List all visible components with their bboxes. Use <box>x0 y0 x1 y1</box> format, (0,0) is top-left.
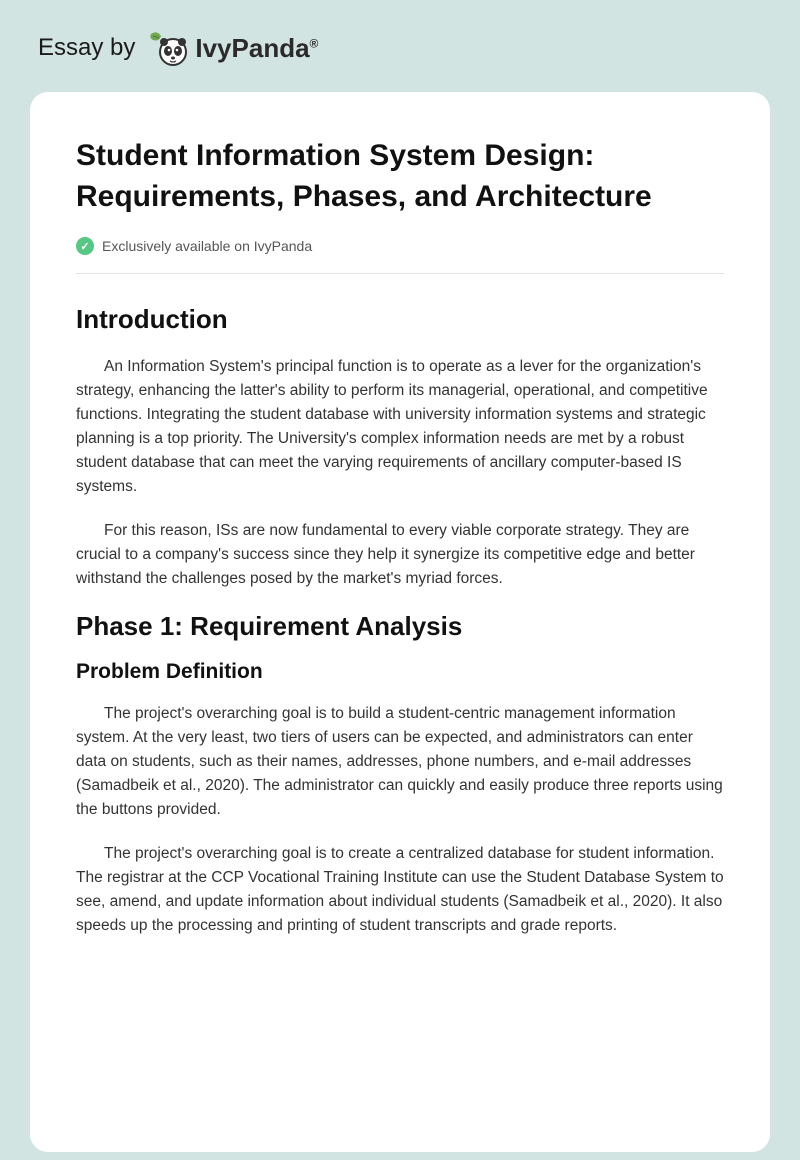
brand-suffix: ® <box>310 36 319 50</box>
page-title: Student Information System Design: Requi… <box>76 136 724 217</box>
problem-paragraph-1: The project's overarching goal is to bui… <box>76 702 724 822</box>
document-card: Student Information System Design: Requi… <box>30 92 770 1152</box>
intro-paragraph-1: An Information System's principal functi… <box>76 355 724 499</box>
panda-leaf-icon <box>147 28 189 68</box>
essay-by-label: Essay by <box>38 34 135 62</box>
problem-definition-heading: Problem Definition <box>76 660 724 684</box>
phase1-heading: Phase 1: Requirement Analysis <box>76 611 724 642</box>
header-bar: Essay by IvyPanda® <box>30 28 770 68</box>
exclusive-text: Exclusively available on IvyPanda <box>102 238 312 254</box>
brand-name: IvyPanda® <box>195 33 318 64</box>
problem-paragraph-2: The project's overarching goal is to cre… <box>76 842 724 938</box>
brand-text: IvyPanda <box>195 33 309 63</box>
check-icon: ✓ <box>76 237 94 255</box>
exclusive-badge-row: ✓ Exclusively available on IvyPanda <box>76 237 724 274</box>
intro-heading: Introduction <box>76 304 724 335</box>
intro-paragraph-2: For this reason, ISs are now fundamental… <box>76 519 724 591</box>
brand-logo: IvyPanda® <box>147 28 318 68</box>
